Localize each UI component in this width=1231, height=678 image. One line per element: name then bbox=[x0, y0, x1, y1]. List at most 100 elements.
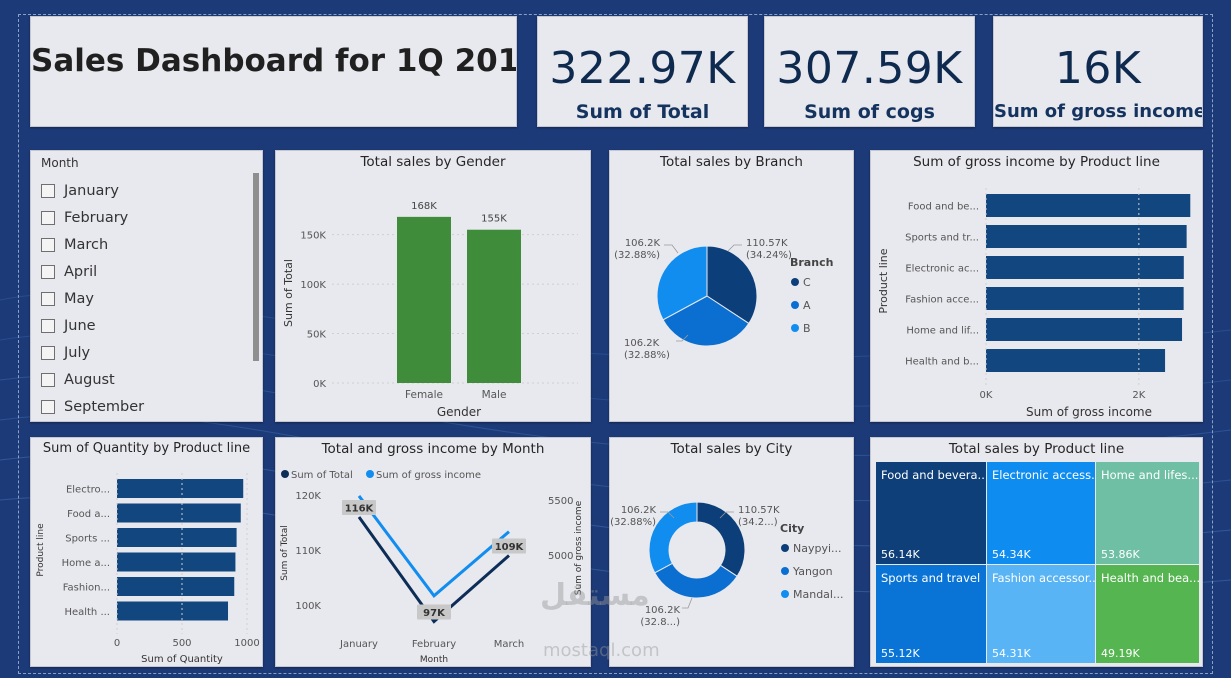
legend-entry[interactable]: Yangon bbox=[792, 565, 833, 578]
checkbox[interactable] bbox=[41, 210, 55, 225]
x-tick-label: March bbox=[494, 639, 524, 650]
bar-row[interactable] bbox=[986, 349, 1166, 372]
treemap-cell[interactable]: Sports and travel 55.12K bbox=[876, 565, 986, 663]
checkbox[interactable] bbox=[41, 291, 55, 306]
legend-marker bbox=[281, 470, 289, 478]
treemap-cell[interactable]: Home and lifes... 53.86K bbox=[1096, 462, 1199, 564]
leader-line bbox=[676, 334, 689, 342]
checkbox[interactable] bbox=[41, 237, 55, 252]
y-tick-label: Health ... bbox=[64, 607, 110, 618]
checkbox[interactable] bbox=[41, 372, 55, 387]
bar-row[interactable] bbox=[117, 601, 229, 621]
quantity-product-bar-chart: Electro... Food a... Sports ... Home a... Fa… bbox=[36, 473, 260, 665]
bar-row[interactable] bbox=[986, 318, 1183, 341]
kpi-value: 322.97K bbox=[549, 43, 736, 94]
checkbox[interactable] bbox=[41, 183, 55, 198]
treemap-cell[interactable]: Fashion accessor... 54.31K bbox=[987, 565, 1095, 663]
slicer-item-label: August bbox=[64, 371, 115, 388]
checkbox[interactable] bbox=[41, 399, 55, 414]
y-tick-label: Sports and tr... bbox=[905, 233, 979, 244]
bar-row[interactable] bbox=[117, 577, 235, 596]
kpi-card-gross-income: 16K Sum of gross income bbox=[993, 16, 1203, 127]
treemap-panel: Total sales by Product line Food and bev… bbox=[870, 437, 1203, 667]
month-slicer: Month January February March April May J… bbox=[30, 150, 263, 422]
branch-pie-chart: 110.57K(34.24%)106.2K(32.88%)106.2K(32.8… bbox=[614, 238, 833, 361]
legend-entry[interactable]: Sum of Total bbox=[291, 470, 353, 481]
slice-1[interactable] bbox=[654, 562, 738, 599]
kpi-label: Sum of gross income bbox=[994, 101, 1203, 122]
slicer-item-label: April bbox=[64, 263, 98, 280]
bar-row[interactable] bbox=[117, 528, 237, 547]
legend-entry[interactable]: Sum of gross income bbox=[376, 470, 481, 481]
slicer-item-september[interactable]: September bbox=[41, 393, 251, 420]
bar-male[interactable] bbox=[467, 229, 521, 383]
treemap-cell-label: Food and bevera... bbox=[881, 468, 986, 482]
legend-entry[interactable]: Mandal... bbox=[793, 588, 843, 601]
watermark-logo: مستقل bbox=[540, 578, 650, 613]
treemap-cell[interactable]: Food and bevera... 56.14K bbox=[876, 462, 986, 564]
slicer-item-may[interactable]: May bbox=[41, 285, 251, 312]
y-tick-label: 100K bbox=[300, 280, 326, 291]
slice-value-label: 106.2K bbox=[625, 238, 661, 249]
bar-row[interactable] bbox=[986, 256, 1184, 279]
gender-chart-panel: Total sales by Gender 0K 50K 100K 150K 168K F… bbox=[275, 150, 591, 422]
y-tick-label: 110K bbox=[295, 546, 321, 557]
branch-chart-panel: Total sales by Branch 110.57K (34.24%) 106… bbox=[609, 150, 854, 422]
bar-row[interactable] bbox=[117, 552, 236, 572]
chart-title: Total sales by City bbox=[670, 441, 793, 457]
slicer-scrollbar[interactable] bbox=[253, 173, 259, 361]
treemap-cell-value: 54.34K bbox=[992, 548, 1031, 561]
data-label: 168K bbox=[411, 201, 437, 212]
slice-2[interactable] bbox=[648, 501, 698, 574]
slicer-item-august[interactable]: August bbox=[41, 366, 251, 393]
slicer-item-march[interactable]: March bbox=[41, 231, 251, 258]
checkbox[interactable] bbox=[41, 318, 55, 333]
dashboard-title: Sales Dashboard for 1Q 2019 bbox=[31, 43, 517, 79]
legend-title: City bbox=[780, 522, 804, 535]
checkbox[interactable] bbox=[41, 345, 55, 360]
slicer-item-january[interactable]: January bbox=[41, 177, 251, 204]
bar-female[interactable] bbox=[397, 216, 451, 383]
data-label: 97K bbox=[423, 608, 446, 619]
slicer-list: January February March April May June Ju… bbox=[41, 177, 251, 420]
kpi-label: Sum of cogs bbox=[804, 101, 935, 123]
y-axis-title: Product line bbox=[877, 248, 890, 313]
slice-percent-label: (32.88%) bbox=[610, 517, 656, 528]
legend-entry[interactable]: A bbox=[803, 299, 811, 312]
leader-line bbox=[682, 597, 693, 609]
legend-entry[interactable]: B bbox=[803, 322, 811, 335]
slicer-item-april[interactable]: April bbox=[41, 258, 251, 285]
leader-line bbox=[664, 244, 679, 254]
quantity-product-chart-panel: Sum of Quantity by Product line Electro.… bbox=[30, 437, 263, 667]
y2-axis-title: Sum of gross income bbox=[574, 500, 584, 595]
y-tick-label: Home a... bbox=[62, 558, 110, 569]
treemap-cell[interactable]: Electronic access... 54.34K bbox=[987, 462, 1095, 564]
slice-percent-label: (32.88%) bbox=[614, 250, 660, 261]
treemap-cell[interactable]: Health and bea... 49.19K bbox=[1096, 565, 1199, 663]
y-tick-label: Fashion... bbox=[63, 583, 110, 594]
bar-row[interactable] bbox=[986, 194, 1191, 217]
data-label-bg bbox=[417, 604, 451, 620]
checkbox[interactable] bbox=[41, 264, 55, 279]
x-tick-label: Male bbox=[482, 389, 507, 401]
slice-percent-label: (34.24%) bbox=[746, 250, 792, 261]
bar-row[interactable] bbox=[117, 503, 241, 523]
slice-2[interactable] bbox=[656, 245, 708, 321]
slicer-item-label: July bbox=[64, 344, 91, 361]
kpi-card-total: 322.97K Sum of Total bbox=[537, 16, 748, 127]
bar-row[interactable] bbox=[986, 225, 1187, 248]
series-gross-income-line bbox=[357, 495, 510, 598]
bar-row[interactable] bbox=[986, 287, 1184, 310]
slicer-item-february[interactable]: February bbox=[41, 204, 251, 231]
y2-tick-label: 5500 bbox=[548, 496, 573, 507]
slice-value-label: 106.2K bbox=[624, 338, 660, 349]
slicer-item-july[interactable]: July bbox=[41, 339, 251, 366]
leader-line bbox=[660, 511, 675, 519]
legend-entry[interactable]: C bbox=[803, 276, 811, 289]
bar-row[interactable] bbox=[117, 479, 244, 498]
slicer-item-june[interactable]: June bbox=[41, 312, 251, 339]
slicer-title: Month bbox=[41, 156, 79, 170]
chart-title: Sum of gross income by Product line bbox=[913, 154, 1160, 170]
legend-entry[interactable]: Naypyi... bbox=[793, 542, 842, 555]
